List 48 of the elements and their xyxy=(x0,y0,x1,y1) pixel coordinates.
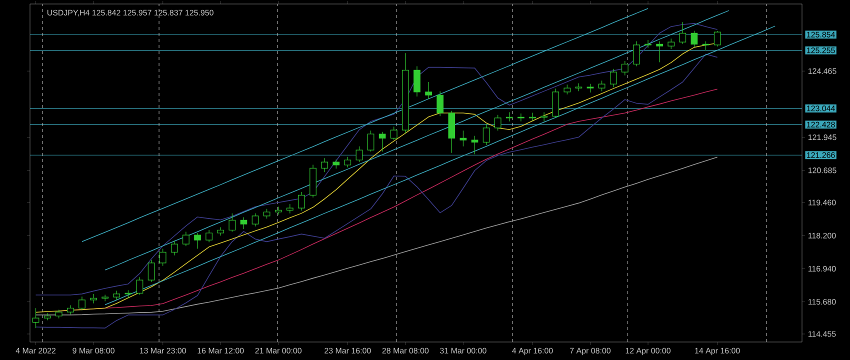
candlestick xyxy=(194,232,201,250)
candlestick xyxy=(390,126,398,140)
candlestick xyxy=(378,132,386,152)
candlestick xyxy=(610,68,617,88)
candlestick xyxy=(344,156,352,168)
candlestick xyxy=(540,112,548,122)
candlestick xyxy=(148,259,155,282)
candlestick xyxy=(90,294,97,304)
candlestick xyxy=(252,213,259,227)
candlestick xyxy=(690,30,698,48)
candlestick xyxy=(529,112,536,121)
candlestick xyxy=(702,40,710,51)
candlestick xyxy=(321,158,328,172)
candlestick xyxy=(240,216,248,230)
candlestick xyxy=(414,66,420,97)
candlestick xyxy=(159,248,166,266)
candlestick xyxy=(286,204,294,214)
candlestick xyxy=(298,192,305,211)
candlestick xyxy=(425,82,432,100)
candlestick xyxy=(356,146,363,162)
candlestick xyxy=(506,112,513,122)
candlestick xyxy=(598,80,606,92)
candlestick xyxy=(78,296,86,311)
candlestick xyxy=(714,30,721,47)
candlestick xyxy=(633,40,640,67)
candlestick xyxy=(263,208,270,219)
candlestick xyxy=(460,130,467,147)
candlestick xyxy=(482,124,490,146)
candlestick xyxy=(32,308,40,328)
candlestick xyxy=(679,22,686,44)
candlestick xyxy=(436,90,444,116)
candlestick xyxy=(367,130,374,152)
candlestick xyxy=(332,159,340,169)
candlestick xyxy=(656,40,663,63)
candlestick xyxy=(113,290,120,300)
candlestick xyxy=(136,276,144,296)
candlestick xyxy=(564,84,571,95)
candlestick xyxy=(228,213,236,232)
candlestick xyxy=(471,136,478,155)
candlestick xyxy=(518,113,524,122)
candlestick xyxy=(182,231,190,246)
candlestick xyxy=(644,40,652,48)
candlestick xyxy=(622,60,628,76)
candlestick xyxy=(206,230,212,242)
candlestick xyxy=(494,114,502,131)
candlestick xyxy=(67,304,74,315)
candlestick xyxy=(170,240,178,256)
candlestick xyxy=(668,38,675,50)
